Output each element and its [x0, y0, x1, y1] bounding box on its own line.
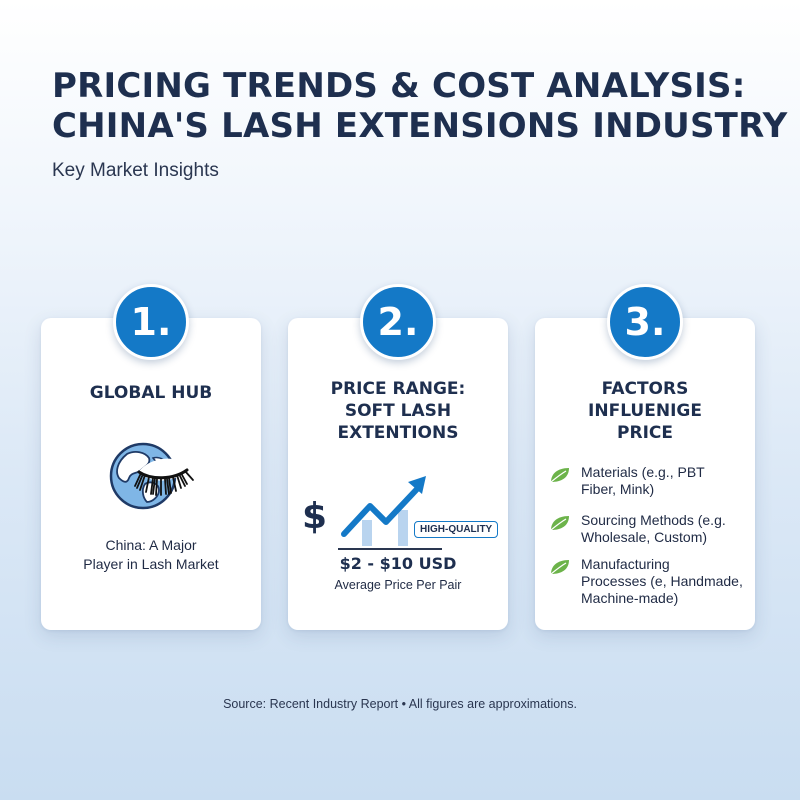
- page-title-line-1: PRICING TRENDS & COST ANALYSIS:: [52, 66, 746, 106]
- factor-line: Sourcing Methods (e.g.: [581, 512, 726, 528]
- card-price-factors: 3. FACTORS INFLUENIGE PRICE Materials (e…: [535, 284, 755, 630]
- card-price-range: 2. PRICE RANGE: SOFT LASH EXTENTIONS $ H…: [288, 284, 508, 630]
- leaf-icon: [550, 468, 569, 483]
- factor-line: Wholesale, Custom): [581, 529, 708, 545]
- factor-item-sourcing: Sourcing Methods (e.g. Wholesale, Custom…: [549, 512, 749, 546]
- card-heading-line: PRICE: [617, 423, 673, 443]
- card-heading-line: FACTORS: [601, 379, 689, 399]
- leaf-icon: [550, 516, 569, 531]
- factor-item-manufacturing: Manufacturing Processes (e, Handmade, Ma…: [549, 556, 749, 607]
- factor-text: Materials (e.g., PBT Fiber, Mink): [581, 464, 705, 498]
- card-heading-line: INFLUENIGE: [588, 401, 702, 421]
- rising-price-chart-icon: [338, 472, 434, 548]
- factor-line: Materials (e.g., PBT: [581, 464, 705, 480]
- page-title-line-2: CHINA'S LASH EXTENSIONS INDUSTRY: [52, 106, 788, 146]
- card-caption-line: Player in Lash Market: [83, 556, 219, 572]
- factor-line: Machine-made): [581, 590, 679, 606]
- factor-item-materials: Materials (e.g., PBT Fiber, Mink): [549, 464, 749, 498]
- globe-with-lash-icon: [101, 436, 211, 516]
- card-heading-line: PRICE RANGE:: [330, 379, 466, 399]
- factor-text: Sourcing Methods (e.g. Wholesale, Custom…: [581, 512, 726, 546]
- number-badge: 1.: [113, 284, 189, 360]
- card-heading: PRICE RANGE: SOFT LASH EXTENTIONS: [298, 378, 498, 444]
- card-heading: FACTORS INFLUENIGE PRICE: [545, 378, 745, 444]
- source-note: Source: Recent Industry Report • All fig…: [223, 697, 577, 711]
- card-heading: GLOBAL HUB: [51, 382, 251, 404]
- factor-line: Processes (e, Handmade,: [581, 573, 743, 589]
- price-baseline: [338, 548, 442, 550]
- dollar-sign-icon: $: [302, 496, 328, 537]
- card-heading-line: EXTENTIONS: [337, 423, 459, 443]
- price-caption: Average Price Per Pair: [334, 578, 462, 592]
- page-subtitle: Key Market Insights: [52, 160, 219, 181]
- factor-line: Fiber, Mink): [581, 481, 655, 497]
- factor-line: Manufacturing: [581, 556, 670, 572]
- card-global-hub: 1. GLOBAL HUB China: A Major Player in L…: [41, 284, 261, 630]
- card-heading-line: SOFT LASH: [344, 401, 452, 421]
- high-quality-tag: HIGH-QUALITY: [414, 521, 499, 538]
- card-caption-line: China: A Major: [105, 537, 197, 553]
- leaf-icon: [550, 560, 569, 575]
- number-badge: 3.: [607, 284, 683, 360]
- factor-text: Manufacturing Processes (e, Handmade, Ma…: [581, 556, 743, 607]
- page-title: PRICING TRENDS & COST ANALYSIS: CHINA'S …: [52, 66, 787, 146]
- card-caption: China: A Major Player in Lash Market: [51, 536, 251, 574]
- card-heading-line: GLOBAL HUB: [89, 383, 213, 403]
- number-badge: 2.: [360, 284, 436, 360]
- price-value: $2 - $10 USD: [339, 554, 457, 573]
